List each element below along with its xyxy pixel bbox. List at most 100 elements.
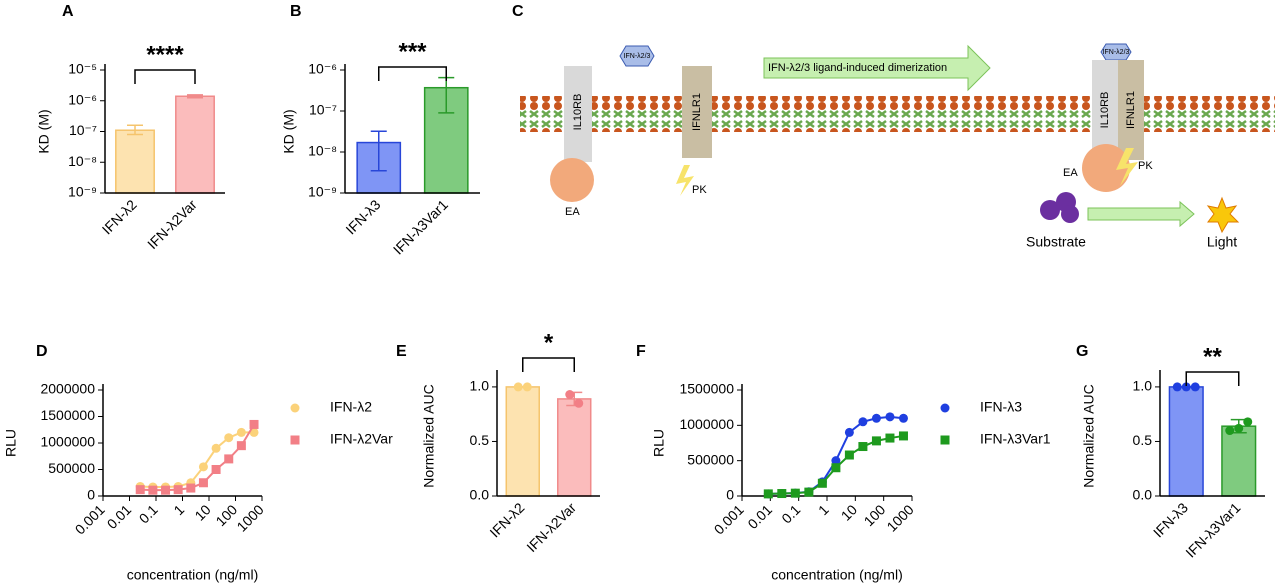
receptor <box>564 66 592 162</box>
receptor-label: IL10RB <box>1099 92 1111 129</box>
error-bar <box>127 124 143 136</box>
legend-marker <box>940 403 950 413</box>
error-bar <box>370 130 387 172</box>
ea-label: EA <box>565 206 580 218</box>
legend-label: IFN-λ3Var1 <box>980 431 1051 447</box>
marker <box>831 463 841 473</box>
y-axis-label: KD (M) <box>36 109 52 153</box>
x-tick-label: 1 <box>170 501 187 518</box>
y-axis-label: KD (M) <box>281 109 297 153</box>
data-point <box>565 390 575 400</box>
data-point <box>1172 382 1182 392</box>
bar <box>505 386 540 497</box>
x-tick-label: 1000 <box>233 501 266 534</box>
x-tick-label: 0.1 <box>778 501 803 526</box>
y-tick-label: 1000000 <box>40 434 95 450</box>
x-tick-label: 1 <box>815 501 832 518</box>
light-label: Light <box>1207 234 1237 250</box>
x-tick-label: IFN-λ2Var <box>523 499 579 555</box>
significance-bracket <box>134 69 196 84</box>
panel-label: F <box>636 343 646 360</box>
marker <box>135 485 145 495</box>
series-line <box>140 431 255 488</box>
y-tick-label: 1000000 <box>679 416 734 432</box>
data-point <box>513 382 523 392</box>
marker <box>249 419 259 429</box>
y-axis-label: RLU <box>651 429 667 457</box>
x-tick-label: IFN-λ2 <box>99 196 140 237</box>
marker <box>777 489 787 499</box>
pk <box>676 165 694 196</box>
y-axis-label: Normalized AUC <box>421 384 437 487</box>
y-tick-label: 1500000 <box>40 407 95 423</box>
marker <box>871 436 881 446</box>
y-tick-label: 10⁻⁹ <box>68 184 97 200</box>
y-tick-label: 10⁻⁶ <box>308 61 337 77</box>
marker <box>198 478 208 488</box>
y-tick-label: 10⁻⁸ <box>308 143 337 159</box>
x-tick-label: 0.01 <box>744 501 775 532</box>
x-tick-label: 0.1 <box>136 501 161 526</box>
y-tick-label: 0.0 <box>1133 487 1153 503</box>
y-axis-label: Normalized AUC <box>1081 384 1097 487</box>
data-point <box>1181 382 1191 392</box>
y-tick-label: 10⁻⁸ <box>68 153 97 169</box>
y-tick-label: 10⁻⁷ <box>69 122 97 138</box>
marker <box>831 456 841 466</box>
data-point <box>1234 423 1244 433</box>
marker <box>161 485 171 495</box>
marker <box>186 483 196 493</box>
panel-label: E <box>396 343 407 360</box>
y-tick-label: 500000 <box>48 460 95 476</box>
significance-label: ** <box>1203 343 1222 370</box>
diagram-c: C IFN-λ2/3 ligand-induced dimerization I… <box>512 3 1275 250</box>
x-tick-label: IFN-λ2Var <box>144 196 200 252</box>
marker <box>236 441 246 451</box>
y-tick-label: 10⁻⁶ <box>68 91 97 107</box>
legend-marker <box>290 403 300 413</box>
substrate-label: Substrate <box>1026 234 1086 250</box>
x-tick-label: 0.01 <box>104 501 135 532</box>
receptor <box>682 66 712 158</box>
y-axis-label: RLU <box>3 429 19 457</box>
x-axis-label: concentration (ng/ml) <box>771 567 903 583</box>
data-point <box>1190 382 1200 392</box>
x-tick-label: 0.001 <box>711 501 747 537</box>
marker <box>804 487 814 497</box>
legend-label: IFN-λ2 <box>330 399 372 415</box>
marker <box>790 488 800 498</box>
substrate <box>1040 192 1079 223</box>
arrow <box>1087 200 1195 228</box>
pk-label: PK <box>1138 160 1153 172</box>
marker <box>885 412 895 422</box>
ligand <box>619 45 655 67</box>
marker <box>211 443 221 453</box>
receptor-label: IFNLR1 <box>691 93 703 131</box>
panel-label: C <box>512 3 524 20</box>
arrow-label: IFN-λ2/3 ligand-induced dimerization <box>768 62 947 74</box>
data-point <box>522 382 532 392</box>
ligand-label: IFN-λ2/3 <box>624 53 651 60</box>
marker <box>224 433 234 443</box>
data-point <box>1243 417 1253 427</box>
legend-label: IFN-λ3 <box>980 399 1022 415</box>
y-tick-label: 0 <box>726 487 734 503</box>
panel-label: G <box>1076 343 1088 360</box>
light <box>1206 196 1240 234</box>
y-tick-label: 1.0 <box>470 378 490 394</box>
receptor-label: IFNLR1 <box>1125 91 1137 129</box>
x-tick-label: IFN-λ3Var1 <box>390 196 451 257</box>
significance-label: * <box>544 329 554 356</box>
legend-marker <box>940 435 950 445</box>
marker <box>211 465 221 474</box>
arrow <box>763 44 991 92</box>
marker <box>148 485 158 495</box>
y-tick-label: 0.0 <box>470 487 490 503</box>
y-tick-label: 500000 <box>687 451 734 467</box>
x-tick-label: 1000 <box>883 501 916 534</box>
pk-label: PK <box>692 184 707 196</box>
ea-label: EA <box>1063 167 1078 179</box>
receptor <box>1118 60 1144 160</box>
y-tick-label: 0.5 <box>1133 432 1153 448</box>
